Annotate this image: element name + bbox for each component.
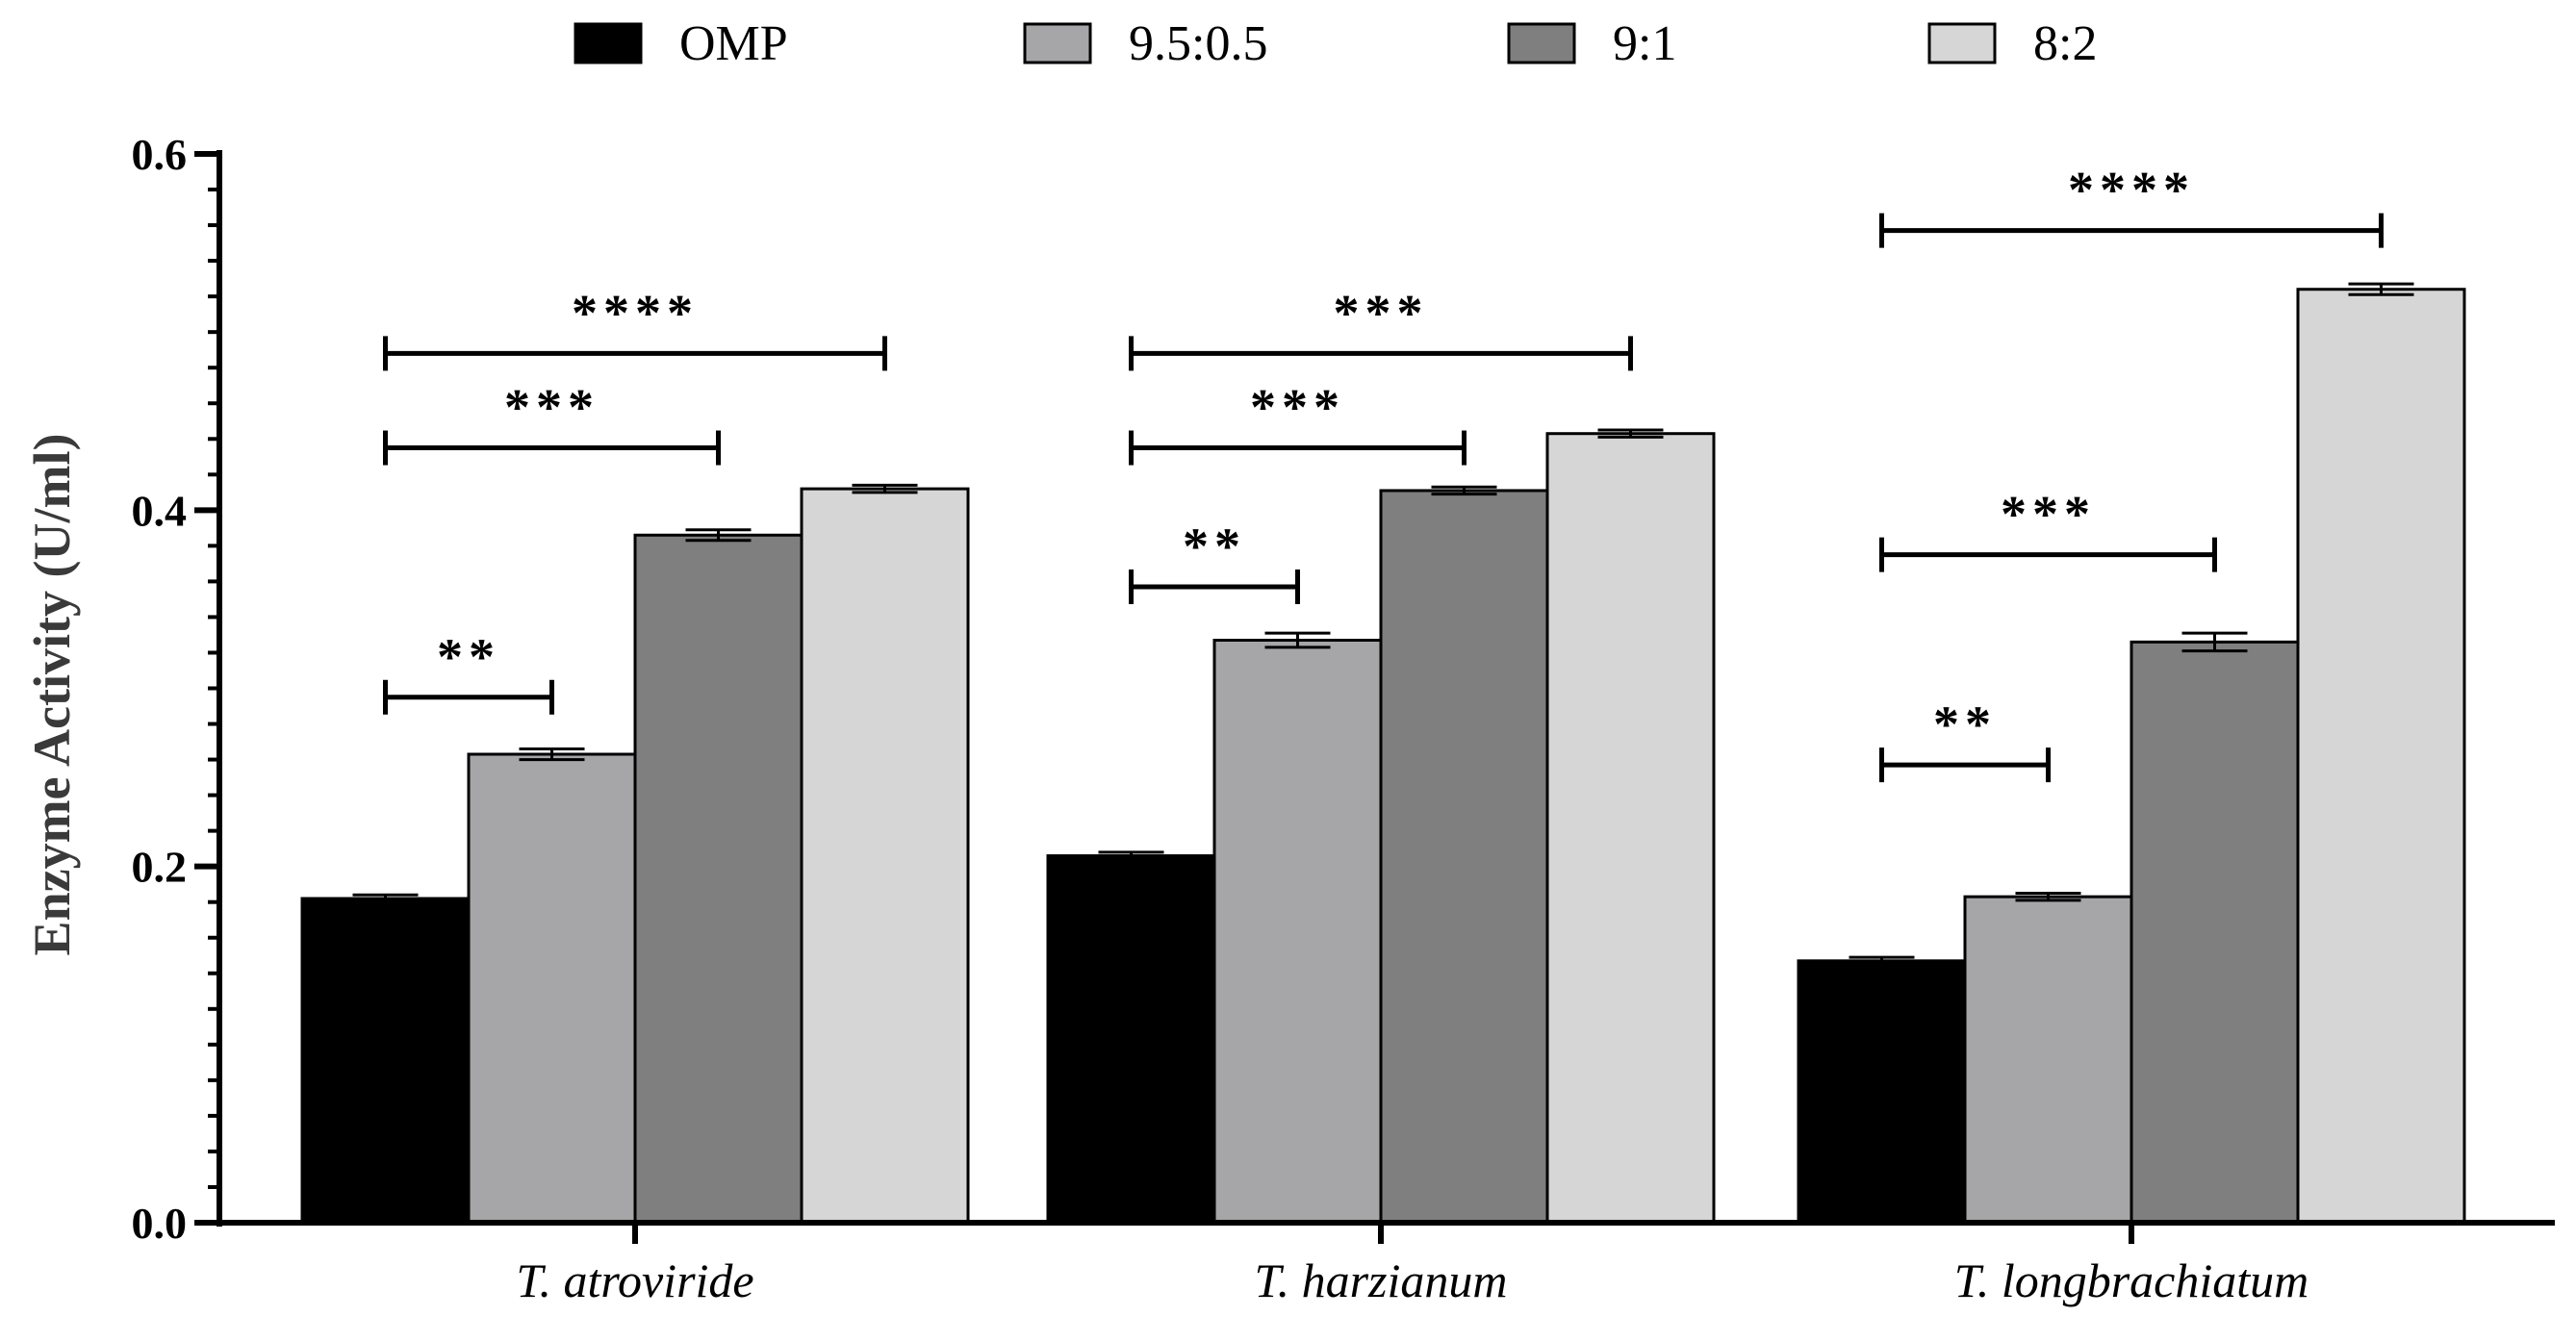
legend-item-4: 8:2 [1927, 16, 2097, 71]
significance-label: *** [1250, 379, 1345, 437]
bar-1-2 [1046, 854, 1216, 1225]
significance-bracket-6: *** [1129, 284, 1633, 371]
y-tick-label: 0.4 [132, 486, 188, 535]
legend-swatch [1927, 22, 1997, 64]
legend: OMP 9.5:0.5 9:1 8:2 [574, 16, 2097, 71]
significance-bracket-9: **** [1879, 162, 2384, 248]
bar-4-1 [800, 487, 970, 1225]
bar-2-3 [1963, 895, 2133, 1225]
significance-label: **** [572, 284, 699, 342]
significance-bracket-2: *** [383, 379, 721, 466]
bar-3-3 [2130, 640, 2300, 1225]
significance-label: ** [437, 628, 500, 686]
legend-label: 9.5:0.5 [1129, 16, 1267, 71]
significance-bracket-8: *** [1879, 486, 2217, 572]
y-tick-label: 0.0 [132, 1199, 188, 1248]
significance-bracket-5: *** [1129, 379, 1467, 466]
axes: 0.0 0.2 0.4 0.6 T. atroviride T. harzianum T. … [132, 130, 2555, 1307]
significance-label: **** [2068, 162, 2195, 219]
significance-bracket-3: **** [383, 284, 887, 371]
x-tick-label: T. longbrachiatum [1954, 1253, 2309, 1307]
significance-bracket-1: ** [383, 628, 554, 715]
significance-label: ** [1183, 518, 1246, 575]
significance-annotations: ************************** [383, 162, 2384, 783]
legend-swatch [574, 22, 643, 64]
y-axis-label: Enzyme Activity (U/ml) [23, 434, 81, 956]
significance-bracket-7: ** [1879, 696, 2051, 783]
legend-item-2: 9.5:0.5 [1023, 16, 1267, 71]
bar-1-1 [300, 897, 471, 1225]
legend-swatch [1023, 22, 1092, 64]
bar-3-2 [1379, 489, 1549, 1225]
bar-4-2 [1545, 432, 1716, 1225]
y-tick-label: 0.6 [132, 130, 188, 179]
significance-label: *** [2001, 486, 2096, 544]
bar-2-1 [467, 752, 637, 1225]
legend-label: 9:1 [1613, 16, 1676, 71]
significance-label: ** [1933, 696, 1997, 753]
legend-label: OMP [679, 16, 788, 71]
error-bars [352, 282, 2414, 967]
legend-swatch [1507, 22, 1576, 64]
legend-label: 8:2 [2033, 16, 2097, 71]
legend-item-1: OMP [574, 16, 788, 71]
bar-1-3 [1797, 959, 1967, 1225]
legend-item-3: 9:1 [1507, 16, 1676, 71]
x-tick-label: T. harzianum [1254, 1253, 1507, 1307]
bar-4-3 [2296, 288, 2466, 1225]
significance-label: *** [504, 379, 599, 437]
bar-3-1 [633, 533, 803, 1225]
significance-label: *** [1334, 284, 1429, 342]
x-tick-label: T. atroviride [516, 1253, 753, 1307]
bars [300, 288, 2466, 1225]
significance-bracket-4: ** [1129, 518, 1300, 604]
bar-2-2 [1212, 639, 1383, 1225]
y-tick-label: 0.2 [132, 843, 188, 892]
